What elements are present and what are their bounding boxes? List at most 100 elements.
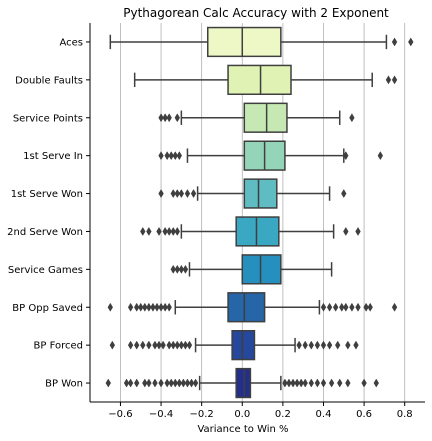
outlier-point bbox=[320, 378, 327, 388]
outlier-point bbox=[146, 226, 152, 236]
box-aces bbox=[109, 26, 414, 58]
outlier-point bbox=[140, 226, 146, 236]
outlier-point bbox=[166, 113, 172, 123]
outlier-point bbox=[192, 378, 199, 388]
boxes bbox=[105, 26, 414, 399]
box-rect bbox=[227, 292, 266, 323]
y-tick-label: 2nd Serve Won bbox=[7, 227, 83, 238]
outlier-point bbox=[373, 378, 379, 388]
outlier-point bbox=[355, 302, 361, 312]
outlier-point bbox=[142, 378, 148, 388]
outlier-point bbox=[182, 340, 189, 350]
box-bp-opp-saved bbox=[107, 292, 398, 323]
x-tick-label: 0.8 bbox=[397, 409, 413, 420]
x-tick-label: −0.4 bbox=[149, 409, 173, 420]
outlier-point bbox=[308, 340, 314, 350]
outlier-point bbox=[190, 189, 197, 199]
outlier-point bbox=[166, 226, 172, 236]
box-rect bbox=[243, 178, 278, 209]
outlier-point bbox=[339, 302, 345, 312]
outlier-point bbox=[355, 226, 361, 236]
x-tick-label: −0.6 bbox=[108, 409, 132, 420]
box-bp-won bbox=[105, 367, 379, 399]
outlier-point bbox=[158, 189, 164, 199]
box-1st-serve-in bbox=[158, 140, 384, 171]
outlier-point bbox=[188, 378, 195, 388]
outlier-point bbox=[184, 189, 191, 199]
outlier-point bbox=[320, 340, 327, 350]
outlier-point bbox=[156, 340, 162, 350]
outlier-point bbox=[158, 113, 164, 123]
outlier-point bbox=[170, 226, 176, 236]
outlier-point bbox=[302, 340, 308, 350]
outlier-point bbox=[174, 189, 180, 199]
outlier-point bbox=[290, 378, 296, 388]
x-ticks: −0.6 −0.4 −0.2 0.0 0.2 0.4 0.6 0.8 bbox=[108, 402, 413, 420]
axes bbox=[89, 23, 425, 403]
y-tick-label: Service Games bbox=[8, 265, 83, 276]
outlier-point bbox=[349, 302, 355, 312]
y-tick-label: BP Forced bbox=[34, 341, 83, 352]
box-double-faults bbox=[133, 64, 398, 96]
outlier-point bbox=[146, 302, 152, 312]
outlier-point bbox=[140, 340, 146, 350]
box-rect bbox=[235, 216, 280, 247]
outlier-point bbox=[166, 302, 172, 312]
outlier-point bbox=[158, 378, 164, 388]
outlier-point bbox=[170, 340, 176, 350]
outlier-point bbox=[361, 378, 367, 388]
y-tick-label: Aces bbox=[59, 37, 83, 48]
outlier-point bbox=[294, 378, 300, 388]
outlier-point bbox=[172, 151, 178, 161]
x-tick-label: 0.2 bbox=[275, 409, 291, 420]
outlier-point bbox=[345, 378, 351, 388]
outlier-point bbox=[337, 378, 343, 388]
outlier-point bbox=[164, 151, 170, 161]
outlier-point bbox=[166, 340, 172, 350]
box-rect bbox=[227, 64, 292, 96]
outlier-point bbox=[107, 302, 113, 312]
outlier-point bbox=[176, 151, 183, 161]
outlier-point bbox=[326, 302, 333, 312]
outlier-point bbox=[328, 378, 335, 388]
outlier-point bbox=[363, 302, 369, 312]
outlier-point bbox=[308, 378, 314, 388]
outlier-point bbox=[343, 151, 349, 161]
outlier-point bbox=[174, 264, 180, 274]
outlier-point bbox=[377, 151, 384, 161]
outlier-point bbox=[146, 340, 152, 350]
x-tick-label: 0.0 bbox=[234, 409, 250, 420]
outlier-point bbox=[391, 37, 398, 47]
outlier-point bbox=[162, 226, 168, 236]
outlier-point bbox=[298, 378, 304, 388]
outlier-point bbox=[178, 264, 185, 274]
outlier-point bbox=[105, 378, 111, 388]
outlier-point bbox=[164, 378, 170, 388]
outlier-point bbox=[174, 226, 180, 236]
outlier-point bbox=[332, 302, 339, 312]
y-tick-label: BP Won bbox=[45, 379, 83, 390]
outlier-point bbox=[150, 302, 156, 312]
outlier-point bbox=[172, 378, 178, 388]
outlier-point bbox=[320, 302, 327, 312]
outlier-point bbox=[134, 378, 140, 388]
box-service-games bbox=[170, 254, 333, 285]
outlier-point bbox=[142, 302, 148, 312]
outlier-point bbox=[154, 302, 160, 312]
outlier-point bbox=[127, 340, 134, 350]
outlier-point bbox=[178, 340, 185, 350]
y-tick-label: 1st Serve In bbox=[23, 151, 83, 162]
x-tick-label: 0.4 bbox=[316, 409, 332, 420]
y-tick-label: BP Opp Saved bbox=[12, 303, 83, 314]
y-tick-label: Double Faults bbox=[15, 75, 83, 86]
outlier-point bbox=[367, 302, 373, 312]
outlier-point bbox=[314, 340, 321, 350]
chart-title: Pythagorean Calc Accuracy with 2 Exponen… bbox=[123, 6, 389, 20]
outlier-point bbox=[162, 302, 168, 312]
outlier-point bbox=[127, 378, 134, 388]
outlier-point bbox=[146, 378, 152, 388]
outlier-point bbox=[391, 75, 398, 85]
outlier-point bbox=[109, 340, 116, 350]
